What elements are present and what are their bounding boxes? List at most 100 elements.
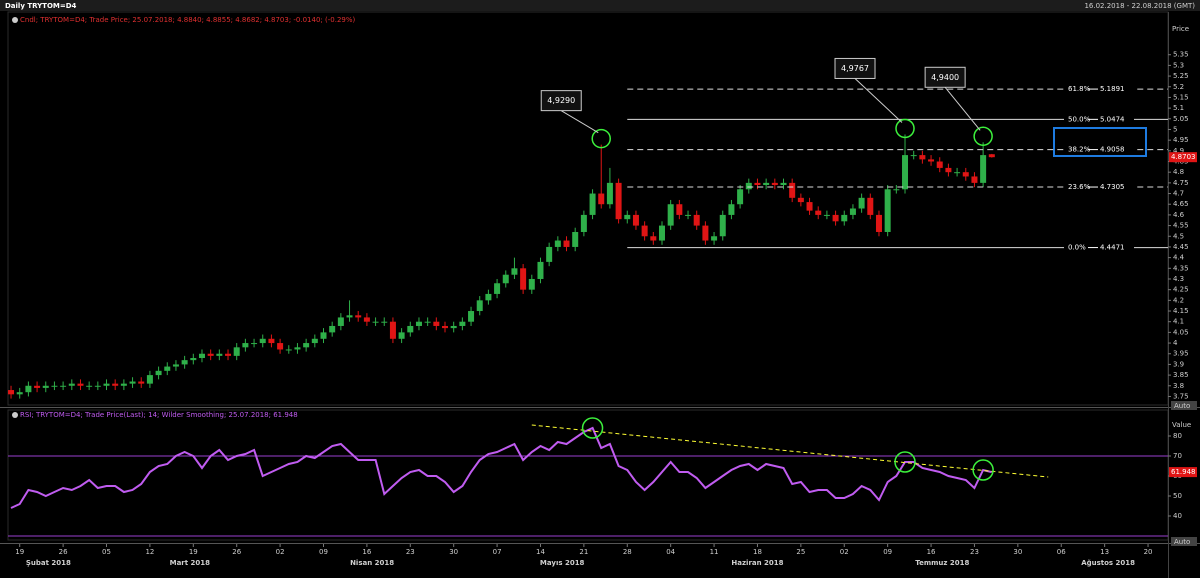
candle-body — [780, 182, 787, 186]
candle-body — [216, 353, 223, 356]
candle-body — [433, 321, 440, 326]
candle-body — [797, 197, 804, 203]
candle-body — [407, 325, 414, 333]
y-tick-label: 5.2 — [1173, 83, 1184, 91]
y-tick-label: 4.15 — [1173, 307, 1189, 315]
month-label: Mayıs 2018 — [540, 559, 585, 567]
x-tick-label: 06 — [1057, 548, 1066, 556]
candle-body — [381, 321, 388, 323]
candle-body — [277, 343, 284, 350]
candle-body — [641, 225, 648, 237]
candle-body — [389, 321, 396, 339]
candle-body — [285, 349, 292, 351]
candle-body — [198, 353, 205, 359]
scale-button[interactable] — [1171, 537, 1197, 546]
candle-body — [424, 321, 431, 323]
x-tick-label: 11 — [710, 548, 719, 556]
candle-body — [68, 383, 75, 386]
candle-body — [502, 274, 509, 284]
callout-box — [540, 90, 582, 112]
x-tick-label: 02 — [276, 548, 285, 556]
fib-label: 61.8% — [1068, 85, 1091, 93]
month-label: Mart 2018 — [170, 559, 211, 567]
candle-body — [442, 325, 449, 329]
y-tick-label: 3.8 — [1173, 382, 1184, 390]
candle-body — [181, 360, 188, 365]
candle-body — [207, 353, 214, 356]
x-tick-label: 05 — [102, 548, 111, 556]
fib-label-bg — [1064, 242, 1134, 253]
x-tick-label: 20 — [1144, 548, 1153, 556]
title-bar — [0, 0, 1200, 11]
candle-body — [172, 364, 179, 367]
callout-box — [834, 57, 876, 79]
candle-body — [190, 358, 197, 361]
candle-body — [225, 353, 232, 356]
highlight-circle — [581, 417, 604, 439]
fib-label: 50.0% — [1068, 115, 1091, 123]
price-legend: Cndl; TRYTOM=D4; Trade Price; 25.07.2018… — [20, 16, 355, 24]
y-tick-label: 3.95 — [1173, 350, 1189, 358]
x-tick-label: 13 — [1100, 548, 1109, 556]
scale-button[interactable] — [1171, 401, 1197, 410]
candle-body — [311, 338, 318, 344]
price-axis-label: Price — [1172, 25, 1189, 33]
candle-body — [146, 375, 153, 384]
candle-body — [51, 385, 58, 387]
candle-body — [86, 385, 93, 387]
y-tick-label: 4.35 — [1173, 264, 1189, 272]
y-tick-label: 4.65 — [1173, 200, 1189, 208]
candle-body — [129, 381, 136, 384]
x-tick-label: 30 — [1013, 548, 1022, 556]
x-tick-label: 28 — [623, 548, 632, 556]
candle-body — [580, 214, 587, 232]
fib-label: 23.6% — [1068, 183, 1091, 191]
y-tick-label: 4.3 — [1173, 275, 1184, 283]
highlight-circle — [973, 126, 993, 147]
highlight-circle — [894, 451, 916, 473]
month-label: Haziran 2018 — [731, 559, 783, 567]
candle-body — [875, 214, 882, 232]
candle-body — [528, 278, 535, 290]
y-tick-label: 4.1 — [1173, 318, 1184, 326]
candle-body — [372, 321, 379, 323]
y-tick-label: 4 — [1173, 339, 1178, 347]
x-tick-label: 25 — [796, 548, 805, 556]
candle-body — [650, 236, 657, 241]
candle-body — [320, 332, 327, 339]
candle-body — [537, 261, 544, 279]
candle-body — [867, 197, 874, 215]
candle-body — [572, 231, 579, 247]
candle-body — [329, 325, 336, 333]
y-tick-label: 3.85 — [1173, 371, 1189, 379]
scale-mode[interactable]: Auto — [1174, 538, 1190, 546]
y-tick-label: 4.5 — [1173, 232, 1184, 240]
rsi-legend: RSI; TRYTOM=D4; Trade Price(Last); 14; W… — [20, 411, 298, 419]
candle-body — [242, 343, 249, 348]
y-tick-label: 4.7 — [1173, 190, 1184, 198]
candle-body — [841, 214, 848, 222]
candle-body — [711, 236, 718, 241]
trendline — [531, 424, 1049, 478]
candle-body — [598, 193, 605, 205]
candle-body — [702, 225, 709, 241]
candle-body — [77, 383, 84, 386]
month-label: Ağustos 2018 — [1081, 559, 1135, 567]
candle-body — [667, 204, 674, 226]
y-tick-label: 5 — [1173, 125, 1177, 133]
candle-body — [294, 347, 301, 350]
candle-body — [962, 172, 969, 177]
scale-mode[interactable]: Auto — [1174, 402, 1190, 410]
candle-body — [606, 182, 613, 205]
candle-body — [693, 214, 700, 226]
candle-body — [632, 214, 639, 226]
date-range: 16.02.2018 - 22.08.2018 (GMT) — [1084, 2, 1195, 10]
y-tick-label: 4.55 — [1173, 222, 1189, 230]
x-tick-label: 07 — [493, 548, 502, 556]
candle-body — [988, 154, 995, 158]
x-tick-label: 09 — [319, 548, 328, 556]
month-label: Şubat 2018 — [26, 559, 71, 567]
x-tick-label: 02 — [840, 548, 849, 556]
candle-body — [8, 390, 15, 395]
